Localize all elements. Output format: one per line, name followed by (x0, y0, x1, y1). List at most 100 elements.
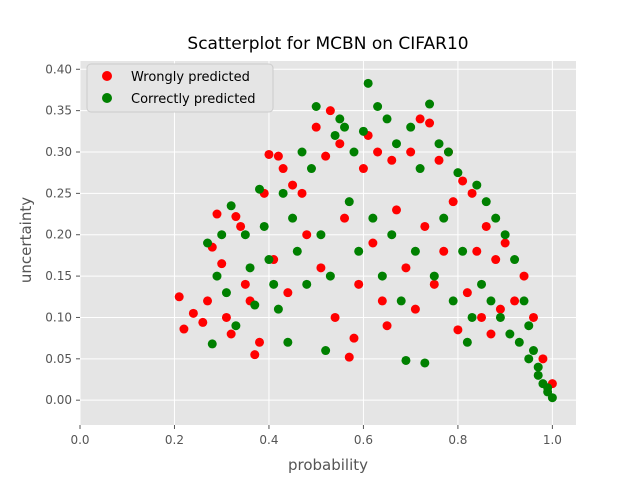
scatter-point (486, 329, 496, 339)
scatter-point (477, 279, 487, 289)
scatter-point (278, 164, 288, 174)
scatter-point (377, 271, 387, 281)
x-tick-label: 0.4 (259, 433, 278, 447)
scatter-point (387, 230, 397, 240)
scatter-point (477, 312, 487, 322)
scatter-point (410, 246, 420, 256)
scatter-point (344, 197, 354, 207)
scatter-point (212, 209, 222, 219)
scatter-point (377, 296, 387, 306)
legend-label-wrongly-predicted: Wrongly predicted (131, 70, 250, 85)
scatter-point (288, 180, 298, 190)
scatter-point (510, 296, 520, 306)
scatter-point (443, 147, 453, 157)
scatter-point (311, 102, 321, 111)
scatter-point (321, 151, 331, 161)
scatter-point (255, 184, 265, 194)
scatter-point (264, 149, 274, 159)
scatter-point (382, 321, 392, 331)
scatter-point (524, 354, 534, 364)
scatter-point (188, 308, 198, 318)
scatter-point (538, 354, 548, 364)
scatter-point (453, 168, 463, 178)
scatter-point (425, 118, 435, 128)
legend-marker-correctly-predicted (102, 93, 112, 103)
scatter-point (321, 346, 331, 356)
scatter-point (514, 337, 524, 347)
scatter-point (349, 333, 359, 343)
scatter-point (226, 329, 236, 339)
scatter-point (278, 188, 288, 198)
scatter-point (500, 238, 510, 248)
scatter-point (325, 271, 335, 281)
scatter-point (226, 201, 236, 211)
y-tick-label: 0.05 (45, 352, 72, 366)
scatter-point (203, 238, 213, 248)
scatter-point (250, 350, 260, 360)
scatter-point (495, 312, 505, 322)
scatter-point (547, 393, 557, 403)
scatter-point (330, 130, 340, 140)
scatter-point (283, 288, 293, 298)
scatter-point (240, 279, 250, 289)
scatter-point (245, 263, 255, 273)
scatter-point (462, 337, 472, 347)
scatter-point (528, 346, 538, 356)
scatter-point (354, 279, 364, 289)
legend-marker-wrongly-predicted (102, 71, 112, 81)
scatter-point (273, 304, 283, 314)
scatter-point (486, 296, 496, 306)
scatter-point (311, 122, 321, 132)
scatter-point (221, 312, 231, 322)
scatter-point (510, 255, 520, 265)
scatter-point (255, 337, 265, 347)
scatter-point (174, 292, 184, 302)
plot-area (80, 61, 576, 425)
scatter-point (439, 246, 449, 256)
scatter-point (462, 288, 472, 298)
scatter-point (340, 122, 350, 132)
scatter-point (217, 259, 227, 269)
scatter-point (434, 155, 444, 165)
scatter-point (373, 147, 383, 157)
data-points (174, 78, 557, 403)
legend: Wrongly predicted Correctly predicted (86, 63, 274, 113)
scatter-point (396, 296, 406, 306)
y-tick-label: 0.20 (45, 228, 72, 242)
scatter-point (425, 99, 435, 109)
scatter-point (273, 151, 283, 161)
scatter-point (288, 213, 298, 223)
scatter-point (179, 324, 189, 334)
scatter-point (335, 114, 345, 124)
scatter-point (467, 188, 477, 198)
chart-title: Scatterplot for MCBN on CIFAR10 (187, 34, 468, 54)
scatter-point (448, 197, 458, 207)
scatter-point (221, 288, 231, 298)
scatter-point (415, 114, 425, 124)
scatter-point (368, 213, 378, 223)
scatter-point (344, 352, 354, 362)
y-tick-label: 0.15 (45, 269, 72, 283)
scatter-point (240, 230, 250, 240)
x-tick-label: 0.6 (354, 433, 373, 447)
scatter-point (325, 106, 335, 116)
scatter-point (420, 358, 430, 368)
y-tick-label: 0.25 (45, 186, 72, 200)
scatter-point (410, 304, 420, 314)
scatter-point (415, 164, 425, 174)
scatter-point (203, 296, 213, 306)
grid-lines (79, 61, 576, 425)
scatter-point (401, 355, 411, 365)
scatter-point (528, 312, 538, 322)
x-axis-label: probability (288, 456, 368, 474)
scatter-point (297, 147, 307, 157)
scatter-point (358, 126, 368, 136)
scatter-point (500, 230, 510, 240)
scatter-point (302, 279, 312, 289)
scatter-point (505, 329, 515, 339)
scatter-point (382, 114, 392, 124)
scatter-point (543, 383, 553, 393)
scatter-point (448, 296, 458, 306)
scatter-point (231, 212, 241, 222)
